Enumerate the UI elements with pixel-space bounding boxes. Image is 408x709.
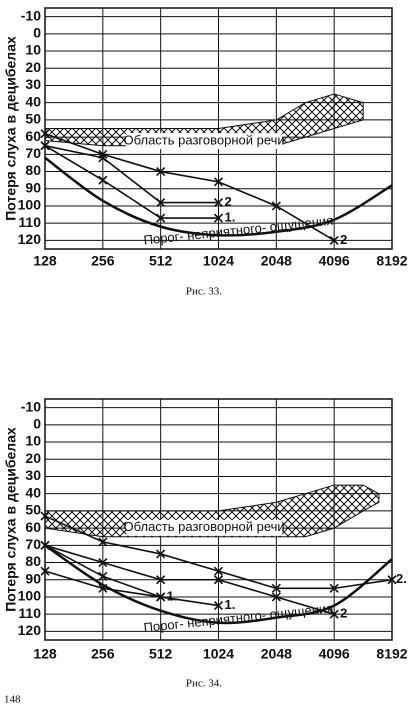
series-label: 1. <box>225 209 236 224</box>
marker <box>98 583 108 593</box>
y-tick-label: 120 <box>18 622 42 638</box>
marker <box>271 201 281 211</box>
marker <box>40 540 50 550</box>
y-tick-label: -10 <box>21 7 41 23</box>
marker <box>156 166 166 177</box>
threshold-curve <box>44 156 393 237</box>
y-tick-label: 0 <box>33 416 41 432</box>
marker <box>213 213 224 223</box>
series-label: 1. <box>225 597 236 612</box>
y-tick-label: 20 <box>25 450 41 466</box>
caption: Рис. 34. <box>186 678 222 690</box>
hearing-line <box>44 132 335 242</box>
y-tick-label: 110 <box>18 605 41 621</box>
x-tick-label: 8192 <box>376 253 407 269</box>
x-tick-label: 8192 <box>376 646 407 662</box>
y-tick-label: 80 <box>25 553 41 569</box>
y-tick-label: 60 <box>25 519 41 535</box>
marker <box>329 583 339 593</box>
area-label: Область разговорной речи <box>124 133 285 148</box>
marker <box>40 141 50 151</box>
y-axis-label: Потеря слуха в децибелах <box>3 36 19 221</box>
marker <box>156 213 166 223</box>
x-tick-label: 1024 <box>203 646 234 662</box>
marker <box>271 592 281 602</box>
y-tick-label: 80 <box>25 162 41 178</box>
series-label: 2 <box>225 194 232 209</box>
x-tick-label: 512 <box>149 646 173 662</box>
marker <box>156 197 166 208</box>
series-label: 2. <box>396 571 407 586</box>
y-tick-label: 90 <box>25 570 41 586</box>
x-tick-label: 128 <box>33 253 57 269</box>
y-tick-label: 30 <box>25 76 41 92</box>
x-tick-label: 4096 <box>319 253 350 269</box>
y-tick-label: 10 <box>25 42 41 58</box>
marker <box>98 557 108 568</box>
marker <box>213 197 224 208</box>
y-tick-label: 70 <box>25 536 41 552</box>
x-tick-label: 1024 <box>203 253 234 269</box>
marker <box>40 566 50 576</box>
caption: Рис. 33. <box>186 286 222 298</box>
hearing-line <box>44 144 219 204</box>
series-label: 2 <box>340 232 347 247</box>
marker <box>213 177 224 187</box>
y-tick-label: 110 <box>18 214 41 230</box>
series-label: 1. <box>167 588 178 603</box>
y-tick-label: 120 <box>18 231 42 247</box>
area-label: Область разговорной речи <box>124 519 285 534</box>
y-tick-label: 40 <box>25 484 41 500</box>
marker <box>40 129 50 139</box>
x-tick-label: 2048 <box>261 646 292 662</box>
marker <box>213 575 224 585</box>
y-tick-label: 50 <box>25 502 41 518</box>
marker <box>213 601 224 611</box>
y-tick-label: 10 <box>25 433 41 449</box>
marker <box>387 575 397 585</box>
marker <box>98 537 108 547</box>
y-tick-label: 100 <box>18 588 42 604</box>
y-tick-label: 70 <box>25 145 41 161</box>
label-bg <box>126 519 283 536</box>
marker <box>98 175 108 185</box>
y-tick-label: 40 <box>25 93 41 109</box>
x-tick-label: 512 <box>149 253 173 269</box>
x-tick-label: 256 <box>91 646 115 662</box>
x-tick-label: 4096 <box>319 646 350 662</box>
hearing-line <box>44 544 335 615</box>
marker <box>98 153 108 163</box>
x-tick-label: 128 <box>33 646 57 662</box>
y-tick-label: 50 <box>25 111 41 127</box>
marker <box>156 549 166 559</box>
y-axis-label: Потеря слуха в децибелах <box>3 427 19 612</box>
marker <box>98 571 108 581</box>
series-label: 2 <box>340 606 347 621</box>
y-tick-label: 20 <box>25 59 41 75</box>
y-tick-label: 100 <box>18 197 42 213</box>
page-number: 148 <box>4 694 21 706</box>
y-tick-label: 60 <box>25 128 41 144</box>
x-tick-label: 2048 <box>261 253 292 269</box>
marker <box>156 592 166 602</box>
y-tick-label: 90 <box>25 179 41 195</box>
marker <box>329 235 339 245</box>
y-tick-label: -10 <box>21 398 41 414</box>
hearing-line <box>44 145 219 219</box>
marker <box>271 583 281 593</box>
y-tick-label: 30 <box>25 467 41 483</box>
x-tick-label: 256 <box>91 253 115 269</box>
marker <box>213 566 224 576</box>
marker <box>40 511 50 521</box>
marker <box>156 575 166 585</box>
threshold-curve <box>44 544 393 625</box>
y-tick-label: 0 <box>33 25 41 41</box>
marker <box>329 609 339 619</box>
label-bg <box>126 133 283 150</box>
hearing-line <box>44 544 219 607</box>
